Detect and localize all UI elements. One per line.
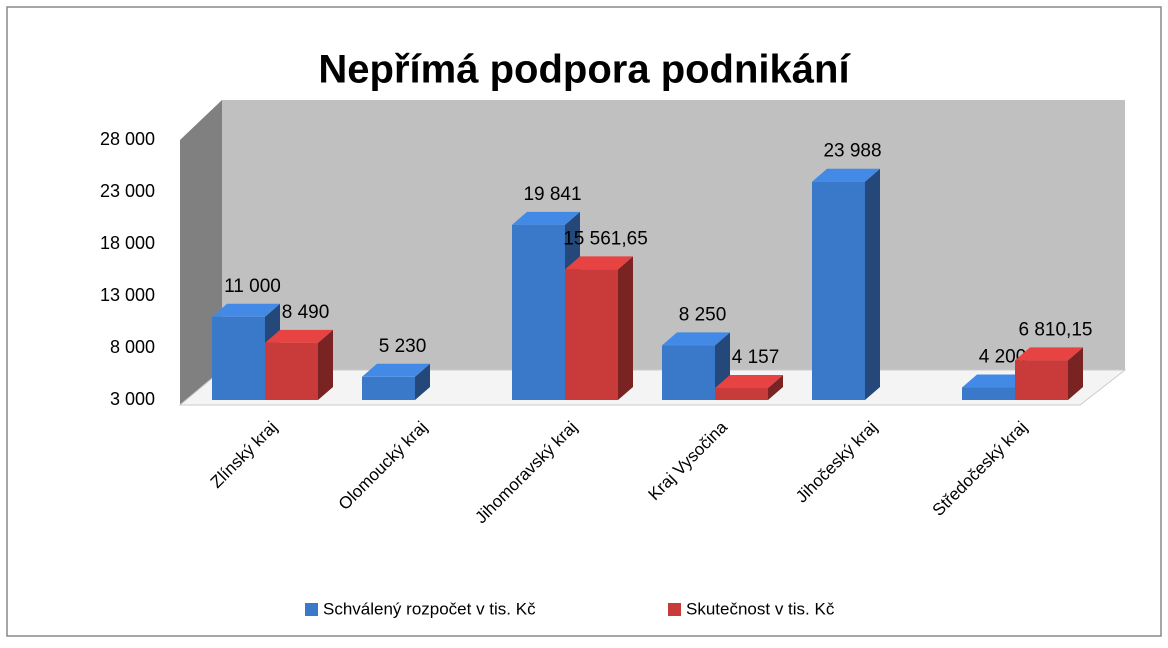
bar-top bbox=[212, 303, 280, 317]
bar-top bbox=[715, 374, 783, 388]
bar-top bbox=[512, 211, 580, 225]
data-label: 4 200 bbox=[979, 347, 1027, 368]
back-wall bbox=[222, 100, 1125, 370]
data-label: 8 490 bbox=[282, 302, 330, 323]
legend-swatch bbox=[668, 603, 681, 616]
bar-top bbox=[962, 374, 1030, 388]
bar bbox=[265, 342, 318, 400]
bar bbox=[962, 387, 1015, 400]
side-wall bbox=[180, 100, 222, 405]
legend-label: Schválený rozpočet v tis. Kč bbox=[323, 599, 536, 618]
bar-side bbox=[768, 374, 783, 400]
bar bbox=[1015, 360, 1068, 400]
data-label: 11 000 bbox=[224, 276, 281, 297]
y-tick-label: 8 000 bbox=[110, 337, 155, 357]
y-tick-label: 18 000 bbox=[100, 233, 155, 253]
bar-side bbox=[865, 168, 880, 400]
data-label: 23 988 bbox=[823, 141, 881, 162]
bar bbox=[565, 269, 618, 400]
bar-top bbox=[362, 363, 430, 377]
bar bbox=[362, 376, 415, 400]
legend-label: Skutečnost v tis. Kč bbox=[686, 599, 835, 618]
bar bbox=[512, 224, 565, 400]
bar-side bbox=[618, 256, 633, 400]
data-label: 4 157 bbox=[732, 347, 780, 368]
bar-top bbox=[812, 168, 880, 182]
data-label: 19 841 bbox=[523, 184, 581, 205]
y-tick-label: 28 000 bbox=[100, 129, 155, 149]
y-tick-label: 3 000 bbox=[110, 389, 155, 409]
bar-side bbox=[1068, 347, 1083, 400]
bar-side bbox=[415, 363, 430, 400]
bar-top bbox=[662, 332, 730, 346]
bar bbox=[715, 387, 768, 400]
bar bbox=[212, 316, 265, 400]
data-label: 8 250 bbox=[679, 304, 727, 325]
legend-swatch bbox=[305, 603, 318, 616]
data-label: 6 810,15 bbox=[1019, 319, 1093, 340]
data-label: 15 561,65 bbox=[563, 228, 648, 249]
y-tick-label: 13 000 bbox=[100, 285, 155, 305]
bar bbox=[812, 181, 865, 400]
bar-top bbox=[265, 329, 333, 343]
bar-side bbox=[318, 329, 333, 400]
bar-top bbox=[1015, 347, 1083, 361]
data-label: 5 230 bbox=[379, 336, 427, 357]
bar bbox=[662, 345, 715, 400]
bar-top bbox=[565, 256, 633, 270]
chart-title: Nepřímá podpora podnikání bbox=[318, 48, 851, 92]
y-tick-label: 23 000 bbox=[100, 181, 155, 201]
